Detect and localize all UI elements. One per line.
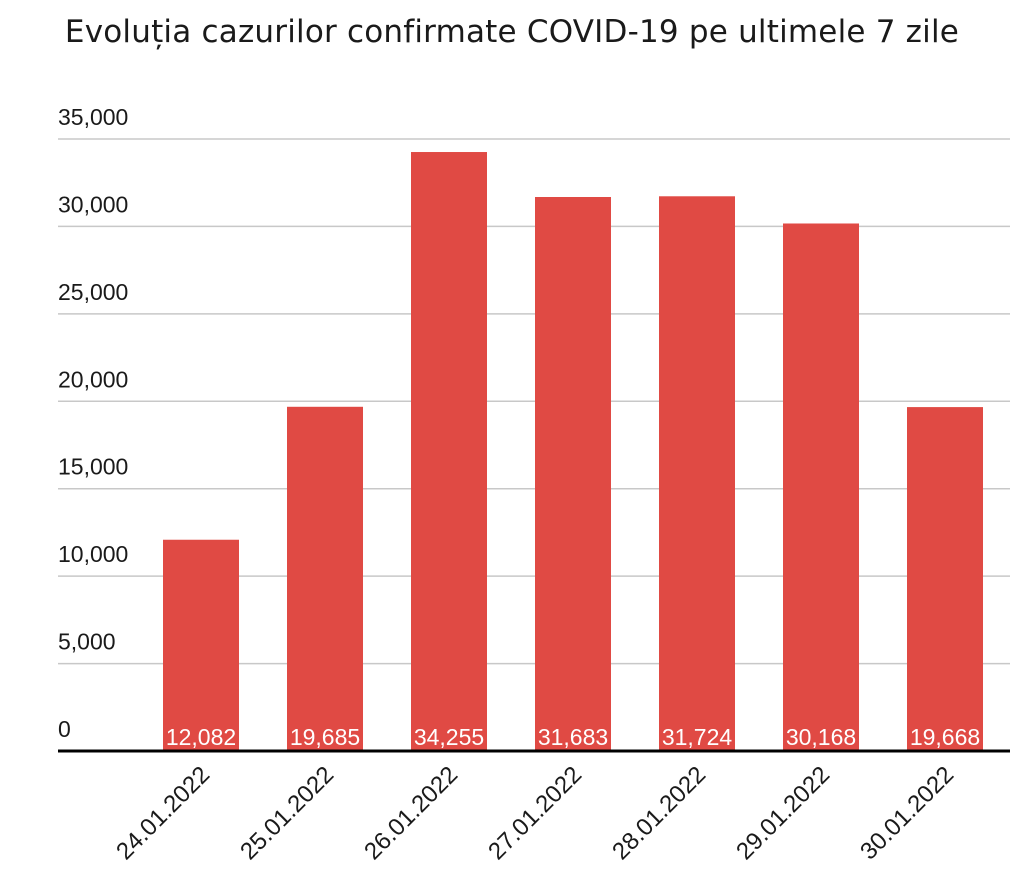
bar [535,197,611,751]
x-tick-label: 24.01.2022 [111,761,215,865]
bar [783,223,859,751]
x-tick-label: 30.01.2022 [855,761,959,865]
y-tick-label: 15,000 [58,454,128,480]
chart-title: Evoluția cazurilor confirmate COVID-19 p… [64,14,960,50]
data-label: 30,168 [786,724,856,750]
data-label: 12,082 [166,724,236,750]
data-label: 31,683 [538,724,608,750]
y-tick-label: 0 [58,716,71,742]
y-tick-label: 30,000 [58,191,128,217]
bars [163,152,983,751]
bar [287,406,363,751]
bar [659,196,735,751]
x-tick-label: 29.01.2022 [731,761,835,865]
x-tick-label: 27.01.2022 [483,761,587,865]
y-tick-label: 5,000 [58,629,116,655]
data-labels: 12,082 19,685 34,255 31,683 31,724 30,168 19,6… [166,724,980,750]
data-label: 34,255 [414,724,484,750]
data-label: 31,724 [662,724,733,750]
bar [163,539,239,751]
y-tick-label: 10,000 [58,541,128,567]
x-tick-label: 26.01.2022 [359,761,463,865]
bar [907,407,983,751]
y-axis-ticks: 0 5,000 10,000 15,000 20,000 25,000 30,000 35,0… [58,104,128,742]
data-label: 19,668 [910,724,980,750]
x-tick-label: 25.01.2022 [235,761,339,865]
data-label: 19,685 [290,724,360,750]
x-axis-ticks: 24.01.2022 25.01.2022 26.01.2022 27.01.2022… [111,761,959,865]
y-tick-label: 35,000 [58,104,128,130]
bar [411,152,487,751]
y-tick-label: 25,000 [58,279,128,305]
x-tick-label: 28.01.2022 [607,761,711,865]
y-tick-label: 20,000 [58,366,128,392]
